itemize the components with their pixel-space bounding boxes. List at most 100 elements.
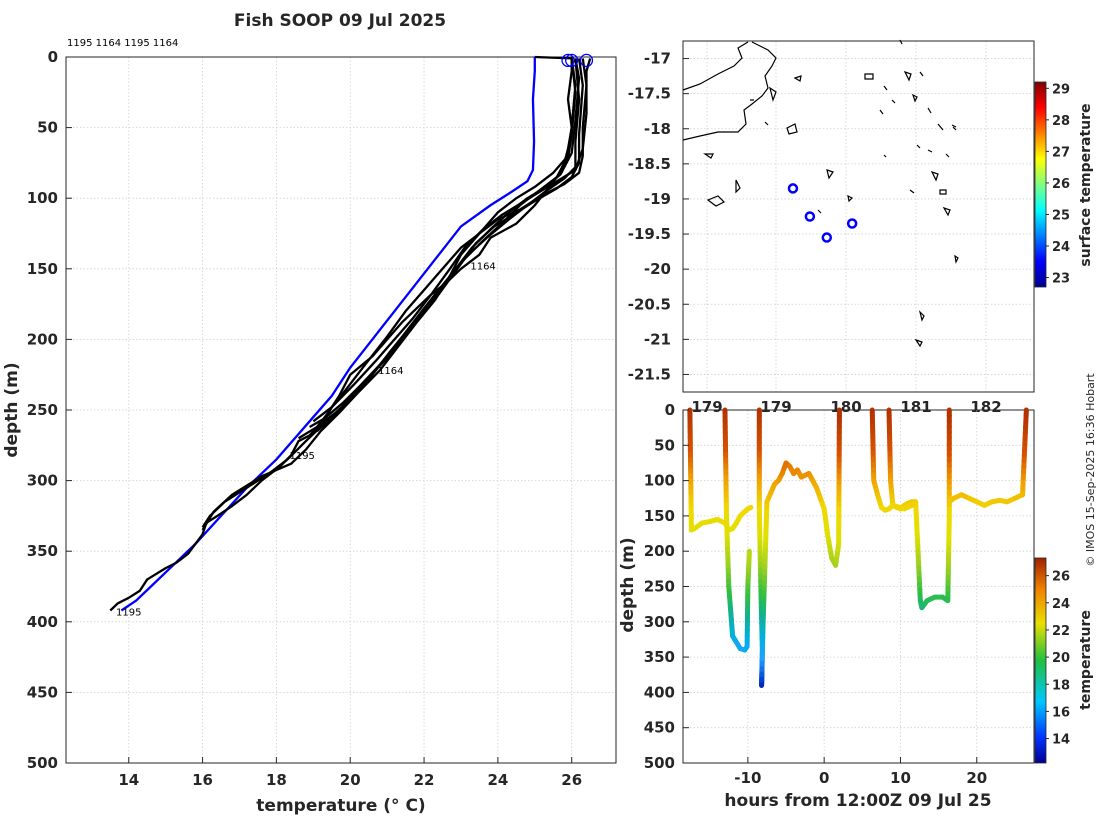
profile-x-tick-label: 22	[414, 771, 435, 789]
coastlines	[682, 39, 959, 348]
profile-y-tick-label: 350	[27, 542, 58, 560]
profile-y-tick-label: 250	[27, 401, 58, 419]
temperature-colorbar-tick-label: 26	[1052, 570, 1070, 585]
profile-y-tick-label: 400	[27, 613, 58, 631]
section-x-tick-label: 20	[966, 769, 987, 787]
profile-y-tick-label: 100	[27, 189, 58, 207]
profile-x-label: temperature (° C)	[256, 796, 425, 816]
header-profile-ids: 1195 1164 1195 1164	[67, 38, 178, 49]
profile-line-1164	[201, 58, 577, 528]
section-x-label: hours from 12:00Z 09 Jul 25	[724, 791, 991, 811]
surface-colorbar-tick-label: 25	[1052, 208, 1070, 223]
profile-y-tick-label: 300	[27, 472, 58, 490]
map-lon-tick-label: 180	[830, 398, 861, 416]
map-lat-tick-label: -20.5	[628, 295, 671, 313]
credit-text: © IMOS 15-Sep-2025 16:36 Hobart	[1084, 373, 1097, 567]
profile-x-tick-label: 14	[118, 771, 139, 789]
map-lat-tick-label: -19.5	[628, 225, 671, 243]
map-lon-tick-label: 179	[691, 398, 722, 416]
profile-x-tick-label: 26	[561, 771, 582, 789]
section-y-tick-label: 400	[644, 683, 675, 701]
profile-y-label: depth (m)	[2, 362, 22, 457]
profile-id-label: 1164	[378, 366, 403, 377]
profile-y-tick-label: 200	[27, 330, 58, 348]
surface-colorbar-label: surface temperature	[1078, 103, 1094, 266]
map-lat-tick-label: -18	[644, 120, 671, 138]
temperature-colorbar-tick-label: 22	[1052, 624, 1070, 639]
map-station-marker	[821, 232, 833, 243]
map-lat-tick-label: -17.5	[628, 85, 671, 103]
map-lat-tick-label: -21	[644, 330, 671, 348]
profile-id-label: 1164	[470, 262, 495, 273]
profile-ticks: 14 16 18 20 22 24 26 0 50 100 150 200 250 300 350 400 45…	[27, 48, 582, 789]
section-y-tick-label: 450	[644, 719, 675, 737]
map-station-marker	[846, 218, 858, 229]
surface-temperature-colorbar	[1034, 81, 1047, 288]
surface-colorbar-ticks: 23 24 25 26 27 28 29	[1046, 82, 1070, 287]
profile-line-1164	[309, 58, 581, 428]
section-y-tick-label: 250	[644, 578, 675, 596]
profile-line-1195	[109, 55, 573, 612]
section-y-tick-label: 50	[654, 436, 675, 454]
section-y-label: depth (m)	[618, 537, 638, 632]
map-lat-tick-label: -19	[644, 190, 671, 208]
profile-labels: 1164 1164 1195 1195	[116, 262, 496, 619]
profile-x-tick-label: 16	[192, 771, 213, 789]
profile-line-1164	[312, 58, 592, 423]
coastline-islands	[703, 39, 959, 348]
map-station-marker	[787, 183, 799, 194]
section-x-tick-label: 10	[890, 769, 911, 787]
temperature-colorbar-tick-label: 14	[1052, 733, 1070, 748]
section-trace-segment	[745, 504, 754, 512]
climatology-line	[120, 57, 536, 612]
profile-x-tick-label: 24	[487, 771, 508, 789]
surface-colorbar-tick-label: 23	[1052, 272, 1070, 287]
profile-line-1195	[312, 58, 588, 434]
temperature-colorbar-ticks: 14 16 18 20 22 24 26	[1046, 570, 1070, 748]
map-lon-tick-label: 179	[760, 398, 791, 416]
section-x-tick-label: -10	[734, 769, 761, 787]
section-y-tick-label: 200	[644, 542, 675, 560]
profile-y-tick-label: 150	[27, 260, 58, 278]
coastline-main	[682, 41, 777, 141]
profile-lines	[109, 55, 592, 612]
map-lon-tick-label: 182	[970, 398, 1001, 416]
map-gridlines	[683, 41, 1034, 392]
profile-id-label: 1195	[289, 451, 314, 462]
surface-colorbar-tick-label: 29	[1052, 82, 1070, 97]
map-lat-tick-label: -21.5	[628, 365, 671, 383]
section-y-tick-label: 100	[644, 472, 675, 490]
section-y-tick-label: 150	[644, 507, 675, 525]
profile-chart: 1164 1164 1195 1195 14 16 18 20 22 24 26 0 50 100 150…	[2, 48, 617, 816]
profile-x-label-text: temperature (° C)	[256, 796, 425, 816]
temperature-colorbar-tick-label: 18	[1052, 678, 1070, 693]
map-stations	[787, 183, 858, 243]
surface-colorbar-tick-label: 28	[1052, 114, 1070, 129]
surface-marker	[579, 53, 594, 68]
map-chart: -17 -17.5 -18 -18.5 -19 -19.5 -20 -20.5 -21 -21.5…	[628, 39, 1094, 416]
chart-title: Fish SOOP 09 Jul 2025	[234, 11, 446, 31]
profile-x-tick-label: 18	[266, 771, 287, 789]
profile-line-1195	[201, 58, 581, 531]
surface-colorbar-tick-label: 24	[1052, 240, 1070, 255]
section-traces	[687, 407, 1029, 688]
surface-colorbar-tick-label: 27	[1052, 145, 1070, 160]
section-y-tick-label: 350	[644, 648, 675, 666]
map-axes-box	[682, 40, 1035, 393]
profile-y-tick-label: 500	[27, 754, 58, 772]
map-lat-tick-label: -18.5	[628, 155, 671, 173]
temperature-colorbar-tick-label: 20	[1052, 651, 1070, 666]
section-y-tick-label: 300	[644, 613, 675, 631]
map-lat-tick-label: -20	[644, 260, 671, 278]
temperature-colorbar-tick-label: 16	[1052, 705, 1070, 720]
climatology-polyline	[120, 57, 536, 612]
map-lon-tick-label: 181	[900, 398, 931, 416]
temperature-colorbar-label: temperature	[1078, 610, 1094, 710]
surface-markers	[561, 53, 594, 68]
profile-y-tick-label: 0	[48, 48, 58, 66]
surface-marker	[565, 53, 579, 68]
section-y-tick-label: 500	[644, 754, 675, 772]
